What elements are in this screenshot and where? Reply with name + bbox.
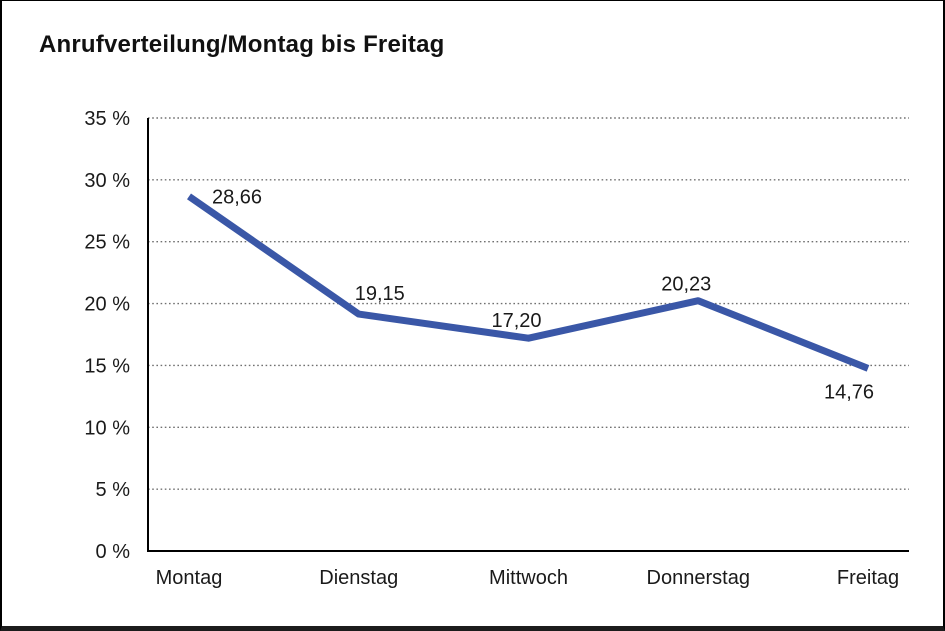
y-axis-tick-label: 0 %	[96, 541, 131, 563]
y-axis-tick-label: 30 %	[84, 170, 130, 192]
x-axis-category-label: Donnerstag	[647, 567, 750, 589]
data-label: 17,20	[491, 310, 541, 332]
series-line	[187, 193, 870, 372]
chart-title: Anrufverteilung/Montag bis Freitag	[39, 31, 445, 58]
y-axis-tick-label: 15 %	[84, 355, 130, 377]
data-label: 14,76	[824, 381, 874, 403]
data-label: 28,66	[212, 186, 262, 208]
y-axis-tick-label: 20 %	[84, 294, 130, 316]
y-axis-tick-label: 5 %	[96, 479, 131, 501]
data-label: 20,23	[661, 274, 711, 296]
data-label: 19,15	[355, 283, 405, 305]
x-axis-category-label: Dienstag	[319, 567, 398, 589]
x-axis-category-label: Freitag	[837, 567, 899, 589]
y-axis-tick-label: 10 %	[84, 417, 130, 439]
y-axis-tick-label: 25 %	[84, 232, 130, 254]
x-axis-category-label: Mittwoch	[489, 567, 568, 589]
y-axis-tick-label: 35 %	[84, 108, 130, 130]
x-axis-category-label: Montag	[156, 567, 223, 589]
